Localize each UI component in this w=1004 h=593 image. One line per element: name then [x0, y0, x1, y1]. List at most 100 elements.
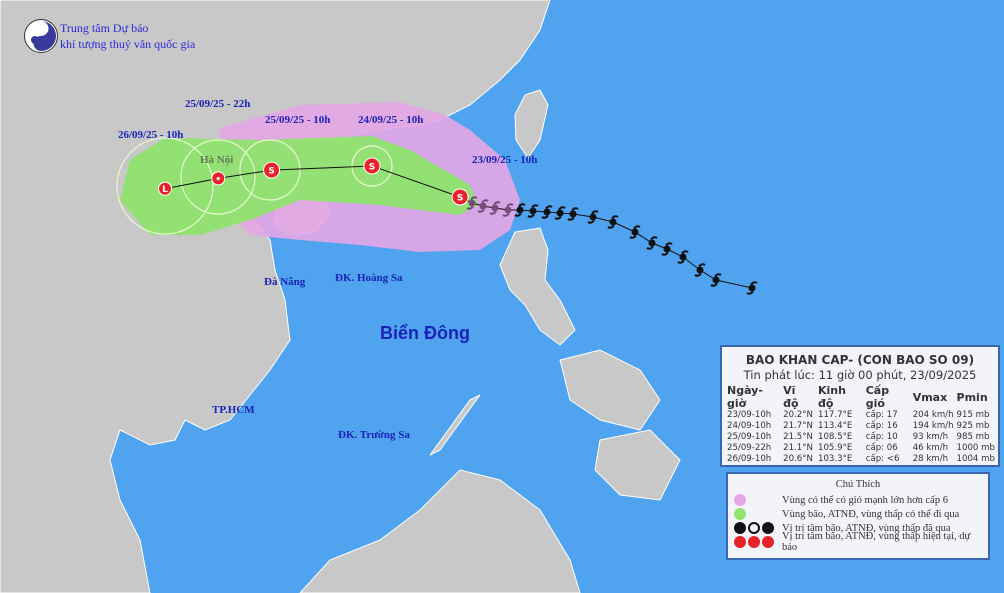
land-borneo: [299, 469, 581, 593]
past-typhoon-icon: [527, 204, 539, 218]
legend-label: Vị trí tâm bão, ATNĐ, vùng thấp đã qua: [782, 522, 951, 534]
table-row: 24/09-10h 21.7°N 113.4°E cấp: 16 194 km/h 925…: [727, 421, 998, 432]
wind-radius-circle: [351, 145, 393, 187]
typhoon-center-icon: [363, 157, 381, 175]
past-typhoon-icon: [646, 236, 658, 250]
org-line-2: khí tượng thuỷ văn quốc gia: [60, 37, 196, 51]
table-cell: 985 mb: [956, 432, 990, 442]
legend-item-past: Vị trí tâm bão, ATNĐ, vùng thấp đã qua: [728, 521, 988, 535]
typhoon-center-icon: [451, 188, 469, 206]
table-cell: 20.6°N: [783, 454, 813, 464]
legend-label: Vùng có thể có gió mạnh lớn hơn cấp 6: [782, 494, 948, 506]
legend-panel: Chú Thích Vùng có thể có gió mạnh lớn hơ…: [726, 472, 990, 560]
low-center-icon: [158, 181, 173, 196]
land-masses: [0, 0, 681, 593]
green-circle-icon: [734, 508, 746, 520]
table-cell: cấp: 17: [865, 410, 898, 420]
table-cell: cấp: 06: [865, 443, 898, 453]
storm-zone: [120, 136, 478, 235]
table-cell: 46 km/h: [912, 443, 949, 453]
column-header: Cấp gió: [865, 384, 890, 410]
past-typhoon-icon: [541, 205, 553, 219]
column-header: Vmax: [912, 390, 948, 404]
table-cell: 28 km/h: [912, 454, 949, 464]
center-symbol: S: [369, 162, 375, 172]
legend-item-current: Vị trí tâm bão, ATNĐ, vùng thấp hiện tại…: [728, 531, 988, 553]
past-typhoon-icon: [477, 199, 489, 213]
land-taiwan: [514, 89, 549, 159]
table-cell: 21.5°N: [783, 432, 813, 442]
past-typhoon-icon: [746, 281, 758, 295]
circle-icon: [748, 522, 760, 534]
table-cell: cấp: 10: [865, 432, 898, 442]
place-hcm: TP.HCM: [212, 404, 255, 416]
table-cell: 113.4°E: [818, 421, 853, 431]
table-cell: 26/09-10h: [727, 454, 772, 464]
center-symbol: S: [268, 167, 274, 177]
storm-track: S S S • L: [158, 157, 758, 295]
table-cell: cấp: 16: [865, 421, 898, 431]
table-cell: 24/09-10h: [727, 421, 772, 431]
past-typhoon-icon: [502, 203, 514, 217]
low-icon: [762, 536, 774, 548]
table-cell: 925 mb: [956, 421, 990, 431]
low-icon: [762, 522, 774, 534]
forecast-zones: [116, 102, 520, 252]
place-biendong: Biển Đông: [380, 323, 470, 343]
track-label: 25/09/25 - 22h: [185, 98, 251, 110]
nchmf-logo: [24, 19, 58, 53]
table-row: 23/09-10h 20.2°N 117.7°E cấp: 17 204 km/h 915…: [727, 410, 998, 421]
center-symbol: S: [457, 193, 463, 203]
table-cell: 108.5°E: [818, 432, 853, 442]
place-hanoi: Hà Nội: [200, 154, 234, 166]
track-label: 26/09/25 - 10h: [118, 129, 184, 141]
table-cell: 25/09-22h: [727, 443, 772, 453]
table-cell: cấp: <6: [865, 454, 900, 464]
table-cell: 25/09-10h: [727, 432, 772, 442]
legend-item-risk-zone: Vùng có thể có gió mạnh lớn hơn cấp 6: [728, 493, 988, 507]
land-mindanao: [594, 429, 681, 501]
table-cell: 103.3°E: [818, 454, 853, 464]
table-cell: 105.9°E: [818, 443, 853, 453]
past-typhoon-icon: [661, 242, 673, 256]
forecast-table: Ngày-giờ Vĩ độ Kinh độ Cấp gió Vmax Pmin 23/0…: [727, 384, 998, 465]
wind-radius-circle: [180, 139, 256, 215]
center-symbol: •: [215, 175, 221, 185]
typhoon-icon: [734, 536, 746, 548]
org-line-1: Trung tâm Dự báo: [60, 21, 149, 35]
column-header: Vĩ độ: [783, 384, 799, 410]
column-header: Kinh độ: [818, 384, 846, 410]
center-symbol: L: [162, 185, 168, 195]
past-typhoon-icon: [629, 225, 641, 239]
legend-item-storm-zone: Vùng bão, ATNĐ, vùng thấp có thể đi qua: [728, 507, 988, 521]
typhoon-icon: [734, 522, 746, 534]
legend-label: Vị trí tâm bão, ATNĐ, vùng thấp hiện tại…: [781, 531, 971, 553]
past-typhoon-icon: [514, 203, 526, 217]
legend-title: Chú Thích: [835, 479, 881, 490]
past-typhoon-icon: [710, 273, 722, 287]
track-label: 24/09/25 - 10h: [358, 114, 424, 126]
past-typhoon-icon: [489, 201, 501, 215]
track-label: 25/09/25 - 10h: [265, 114, 331, 126]
table-cell: 23/09-10h: [727, 410, 772, 420]
typhoon-center-icon: [263, 161, 281, 179]
wind-radius-circle: [116, 137, 214, 235]
past-typhoon-icon: [607, 215, 619, 229]
wind-radius-circle: [239, 139, 301, 201]
past-typhoon-icon: [694, 263, 706, 277]
depression-center-icon: [211, 171, 226, 186]
table-cell: 20.2°N: [783, 410, 813, 420]
track-label: 23/09/25 - 10h: [472, 154, 538, 166]
table-cell: 117.7°E: [818, 410, 853, 420]
past-typhoon-icon: [587, 210, 599, 224]
land-china: [0, 0, 551, 593]
table-row: 25/09-22h 21.1°N 105.9°E cấp: 06 46 km/h 1000…: [727, 443, 998, 454]
table-cell: 21.1°N: [783, 443, 813, 453]
table-row: 26/09-10h 20.6°N 103.3°E cấp: <6 28 km/h 1004…: [727, 454, 998, 465]
table-cell: 204 km/h: [912, 410, 954, 420]
table-cell: 915 mb: [956, 410, 990, 420]
legend-label: Vùng bão, ATNĐ, vùng thấp có thể đi qua: [782, 508, 960, 520]
depression-icon: [748, 536, 760, 548]
past-typhoon-icon: [567, 207, 579, 221]
